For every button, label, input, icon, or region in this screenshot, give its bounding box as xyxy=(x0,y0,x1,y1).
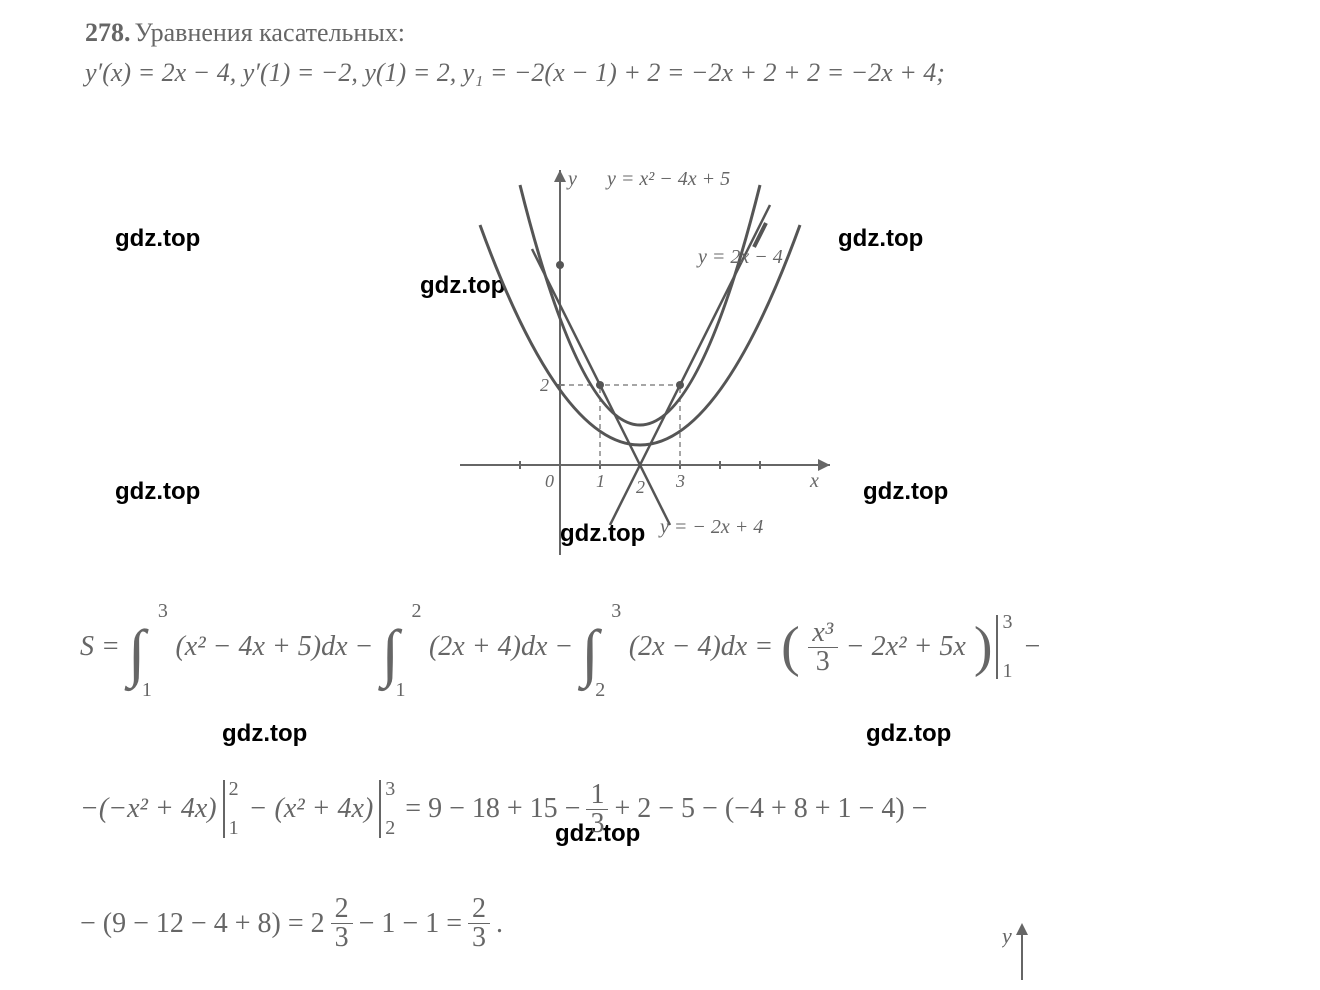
function-chart: y x 0 1 2 3 2 y = x² − 4x + 5 y = 2x − 4… xyxy=(440,155,860,570)
line2-label: y = − 2x + 4 xyxy=(658,516,763,538)
y-axis-label: y xyxy=(566,168,577,190)
small-y-arrow: y xyxy=(1002,915,1042,990)
problem-number: 278. xyxy=(85,18,131,47)
watermark-4: gdz.top xyxy=(115,478,200,506)
small-y-label: y xyxy=(1002,923,1012,948)
integral-line-1: S = ∫ 3 1 (x² − 4x + 5)dx − ∫ 2 1 (2x + … xyxy=(80,610,1040,684)
x-axis-label: x xyxy=(809,470,819,492)
svg-text:2: 2 xyxy=(540,375,549,395)
svg-text:3: 3 xyxy=(675,471,685,491)
problem-title: Уравнения касательных: xyxy=(135,18,406,47)
svg-text:1: 1 xyxy=(596,471,605,491)
watermark-6: gdz.top xyxy=(863,478,948,506)
watermark-8: gdz.top xyxy=(866,720,951,748)
equation-line-1: y′(x) = 2x − 4, y′(1) = −2, y(1) = 2, y₁… xyxy=(85,58,945,88)
integral-line-3: − (9 − 12 − 4 + 8) = 2 2 3 − 1 − 1 = 2 3… xyxy=(80,895,503,952)
parabola-label: y = x² − 4x + 5 xyxy=(605,168,730,190)
line1-label: y = 2x − 4 xyxy=(696,246,783,268)
integral-line-2: −(−x² + 4x) 2 1 − (x² + 4x) 3 2 = 9 − 18… xyxy=(80,780,927,838)
watermark-1: gdz.top xyxy=(115,225,200,253)
svg-text:2: 2 xyxy=(636,477,645,497)
watermark-7: gdz.top xyxy=(222,720,307,748)
svg-text:0: 0 xyxy=(545,471,554,491)
